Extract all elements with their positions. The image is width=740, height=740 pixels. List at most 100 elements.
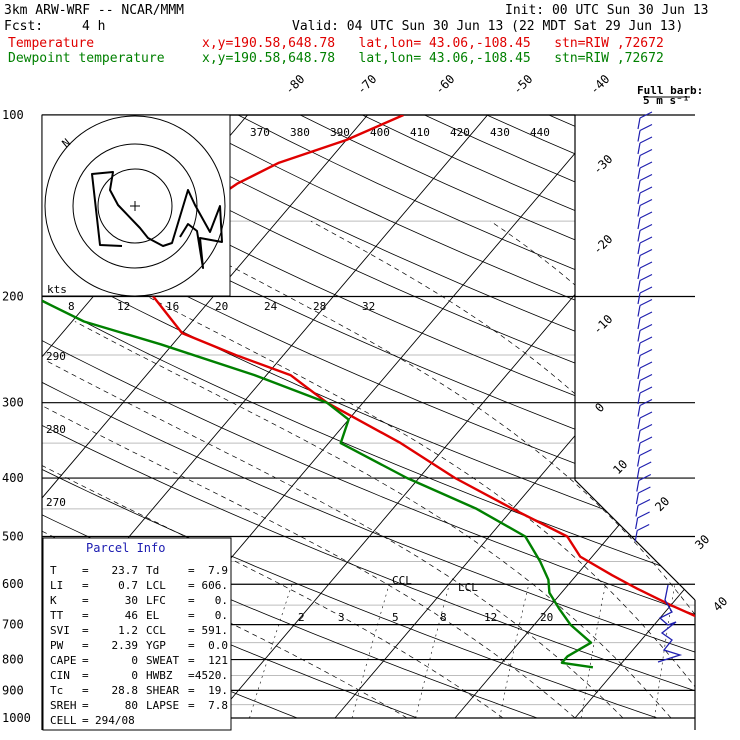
theta-label: 380 <box>290 126 310 139</box>
wind-barb <box>637 361 653 380</box>
isotherm <box>334 115 695 719</box>
wind-barb <box>637 373 653 392</box>
parcel-eq: = <box>82 669 89 682</box>
parcel-eq: = <box>188 654 195 667</box>
parcel-label: PW <box>50 639 64 652</box>
parcel-eq: = <box>82 564 89 577</box>
parcel-value: 1.2 <box>118 624 138 637</box>
wind-barb <box>637 186 653 205</box>
valid-time: Valid: 04 UTC Sun 30 Jun 13 (22 MDT Sat … <box>292 19 684 34</box>
dry-adiabat <box>42 115 695 719</box>
parcel-value: 0. <box>215 594 228 607</box>
lcl-marker: LCL <box>458 581 478 594</box>
wind-barb <box>637 261 653 280</box>
moist-adiabat <box>42 435 504 719</box>
theta-label: 370 <box>250 126 270 139</box>
parcel-label: CELL <box>50 714 77 727</box>
dry-adiabat <box>42 115 695 719</box>
wind-barb <box>637 161 653 180</box>
parcel-value: 2.39 <box>112 639 139 652</box>
mixing-ratio-label: 32 <box>362 300 375 313</box>
wind-barb <box>637 111 653 130</box>
dry-adiabat <box>42 115 658 719</box>
parcel-label: YGP <box>146 639 166 652</box>
isotherm-label: 10 <box>610 457 630 477</box>
pressure-label-800: 800 <box>2 653 24 667</box>
wind-barb <box>637 123 653 142</box>
dry-adiabat <box>610 115 695 719</box>
isotherm-label: 20 <box>652 494 672 514</box>
parcel-eq: = <box>188 579 195 592</box>
isotherm-label: -70 <box>354 72 379 97</box>
wind-barb <box>637 173 653 192</box>
mixing-ratio-label: 24 <box>264 300 278 313</box>
isotherm <box>574 115 695 719</box>
parcel-value: 0.7 <box>118 579 138 592</box>
barb-key-title: Full barb: <box>637 84 703 97</box>
wind-barb <box>637 136 653 155</box>
pressure-label-600: 600 <box>2 577 24 591</box>
parcel-value: 4520. <box>195 669 228 682</box>
hodograph-trace <box>91 171 223 269</box>
pressure-label-300: 300 <box>2 396 24 410</box>
wind-barb <box>637 423 653 442</box>
mixing-ratio-label: 12 <box>484 611 497 624</box>
parcel-label: CCL <box>146 624 166 637</box>
isotherm <box>454 115 695 719</box>
parcel-value: 80 <box>125 699 138 712</box>
hodograph-ring <box>44 115 226 297</box>
parcel-value: 46 <box>125 609 138 622</box>
theta-label: 420 <box>450 126 470 139</box>
parcel-eq: = <box>82 714 89 727</box>
hodograph-origin <box>130 201 140 211</box>
parcel-value: 0. <box>215 609 228 622</box>
wind-barb <box>637 436 653 455</box>
parcel-label: SVI <box>50 624 70 637</box>
wind-barb-cluster <box>657 584 683 663</box>
parcel-eq: = <box>188 609 195 622</box>
parcel-label: Tc <box>50 684 63 697</box>
parcel-value: 19. <box>208 684 228 697</box>
mixing-ratio-line <box>499 584 530 719</box>
dry-adiabat <box>42 115 695 719</box>
parcel-label: K <box>50 594 57 607</box>
moist-adiabat <box>44 359 624 719</box>
mixing-ratio-label: 8 <box>440 611 447 624</box>
parcel-eq: = <box>82 699 89 712</box>
pressure-label-200: 200 <box>2 290 24 304</box>
theta-label: 440 <box>530 126 550 139</box>
parcel-info-title: Parcel Info <box>86 541 165 555</box>
parcel-value: 7.9 <box>208 564 228 577</box>
parcel-eq: = <box>82 579 89 592</box>
parcel-eq: = <box>82 609 89 622</box>
dewpoint-legend-label: Dewpoint temperature <box>8 51 165 66</box>
pressure-label-500: 500 <box>2 529 24 543</box>
parcel-eq: = <box>188 684 195 697</box>
wind-barb <box>637 348 653 367</box>
wind-barb <box>634 523 650 542</box>
wind-barb <box>637 336 653 355</box>
wind-barb <box>637 236 653 255</box>
parcel-label: TT <box>50 609 64 622</box>
moist-adiabat <box>74 321 672 719</box>
wind-barb <box>635 498 651 517</box>
parcel-label: Td <box>146 564 159 577</box>
parcel-value: 121 <box>208 654 228 667</box>
isotherm <box>214 115 695 719</box>
mixing-ratio-label: 20 <box>215 300 228 313</box>
parcel-eq: = <box>82 624 89 637</box>
parcel-label: HWBZ <box>146 669 173 682</box>
wind-barb <box>637 211 653 230</box>
parcel-value: 0.0 <box>208 639 228 652</box>
parcel-label: SREH <box>50 699 77 712</box>
wind-barb <box>637 248 653 267</box>
wind-barb <box>636 461 652 480</box>
hodograph-ring <box>72 143 198 269</box>
dry-adiabat <box>51 115 695 719</box>
wind-barb <box>636 473 652 492</box>
wind-barb <box>637 323 653 342</box>
isotherm-label: 30 <box>692 532 712 552</box>
theta-label: 430 <box>490 126 510 139</box>
parcel-eq: = <box>188 639 195 652</box>
